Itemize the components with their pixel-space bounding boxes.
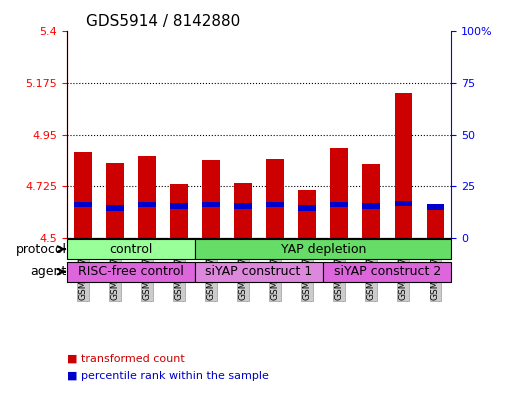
Text: siYAP construct 2: siYAP construct 2	[333, 265, 441, 278]
Bar	[330, 149, 348, 238]
Text: ■ transformed count: ■ transformed count	[67, 354, 185, 364]
Text: GSM1517969: GSM1517969	[142, 239, 151, 300]
FancyBboxPatch shape	[67, 239, 195, 259]
Text: protocol: protocol	[16, 242, 67, 255]
Text: GSM1517978: GSM1517978	[431, 239, 440, 300]
Bar	[299, 190, 316, 238]
Text: RISC-free control: RISC-free control	[78, 265, 184, 278]
Bar	[138, 156, 155, 238]
FancyBboxPatch shape	[323, 261, 451, 282]
Bar	[74, 152, 91, 238]
Bar	[363, 203, 380, 209]
Text: YAP depletion: YAP depletion	[281, 242, 366, 255]
FancyBboxPatch shape	[67, 261, 195, 282]
Bar	[74, 202, 91, 208]
Text: GSM1517975: GSM1517975	[334, 239, 344, 300]
Text: GSM1517972: GSM1517972	[239, 239, 248, 299]
Bar	[427, 207, 444, 238]
Text: GSM1517974: GSM1517974	[303, 239, 312, 299]
Bar	[427, 204, 444, 210]
Text: GDS5914 / 8142880: GDS5914 / 8142880	[86, 14, 240, 29]
Text: ■ percentile rank within the sample: ■ percentile rank within the sample	[67, 371, 269, 381]
Bar	[170, 203, 188, 209]
Bar	[330, 202, 348, 208]
Text: agent: agent	[30, 265, 67, 278]
Text: siYAP construct 1: siYAP construct 1	[205, 265, 313, 278]
Bar	[106, 205, 124, 211]
Bar	[363, 164, 380, 238]
Bar	[106, 163, 124, 238]
Bar	[394, 94, 412, 238]
Bar	[234, 203, 252, 209]
Bar	[266, 202, 284, 208]
Text: control: control	[109, 242, 152, 255]
FancyBboxPatch shape	[195, 239, 451, 259]
Bar	[234, 183, 252, 238]
Bar	[138, 202, 155, 208]
Text: GSM1517967: GSM1517967	[78, 239, 87, 300]
Bar	[266, 159, 284, 238]
Text: GSM1517973: GSM1517973	[270, 239, 280, 300]
Bar	[299, 205, 316, 211]
Bar	[202, 202, 220, 208]
FancyBboxPatch shape	[195, 261, 323, 282]
Text: GSM1517976: GSM1517976	[367, 239, 376, 300]
Text: GSM1517977: GSM1517977	[399, 239, 408, 300]
Bar	[394, 200, 412, 206]
Bar	[202, 160, 220, 238]
Text: GSM1517970: GSM1517970	[174, 239, 184, 300]
Bar	[170, 184, 188, 238]
Text: GSM1517968: GSM1517968	[110, 239, 120, 300]
Text: GSM1517971: GSM1517971	[206, 239, 215, 300]
